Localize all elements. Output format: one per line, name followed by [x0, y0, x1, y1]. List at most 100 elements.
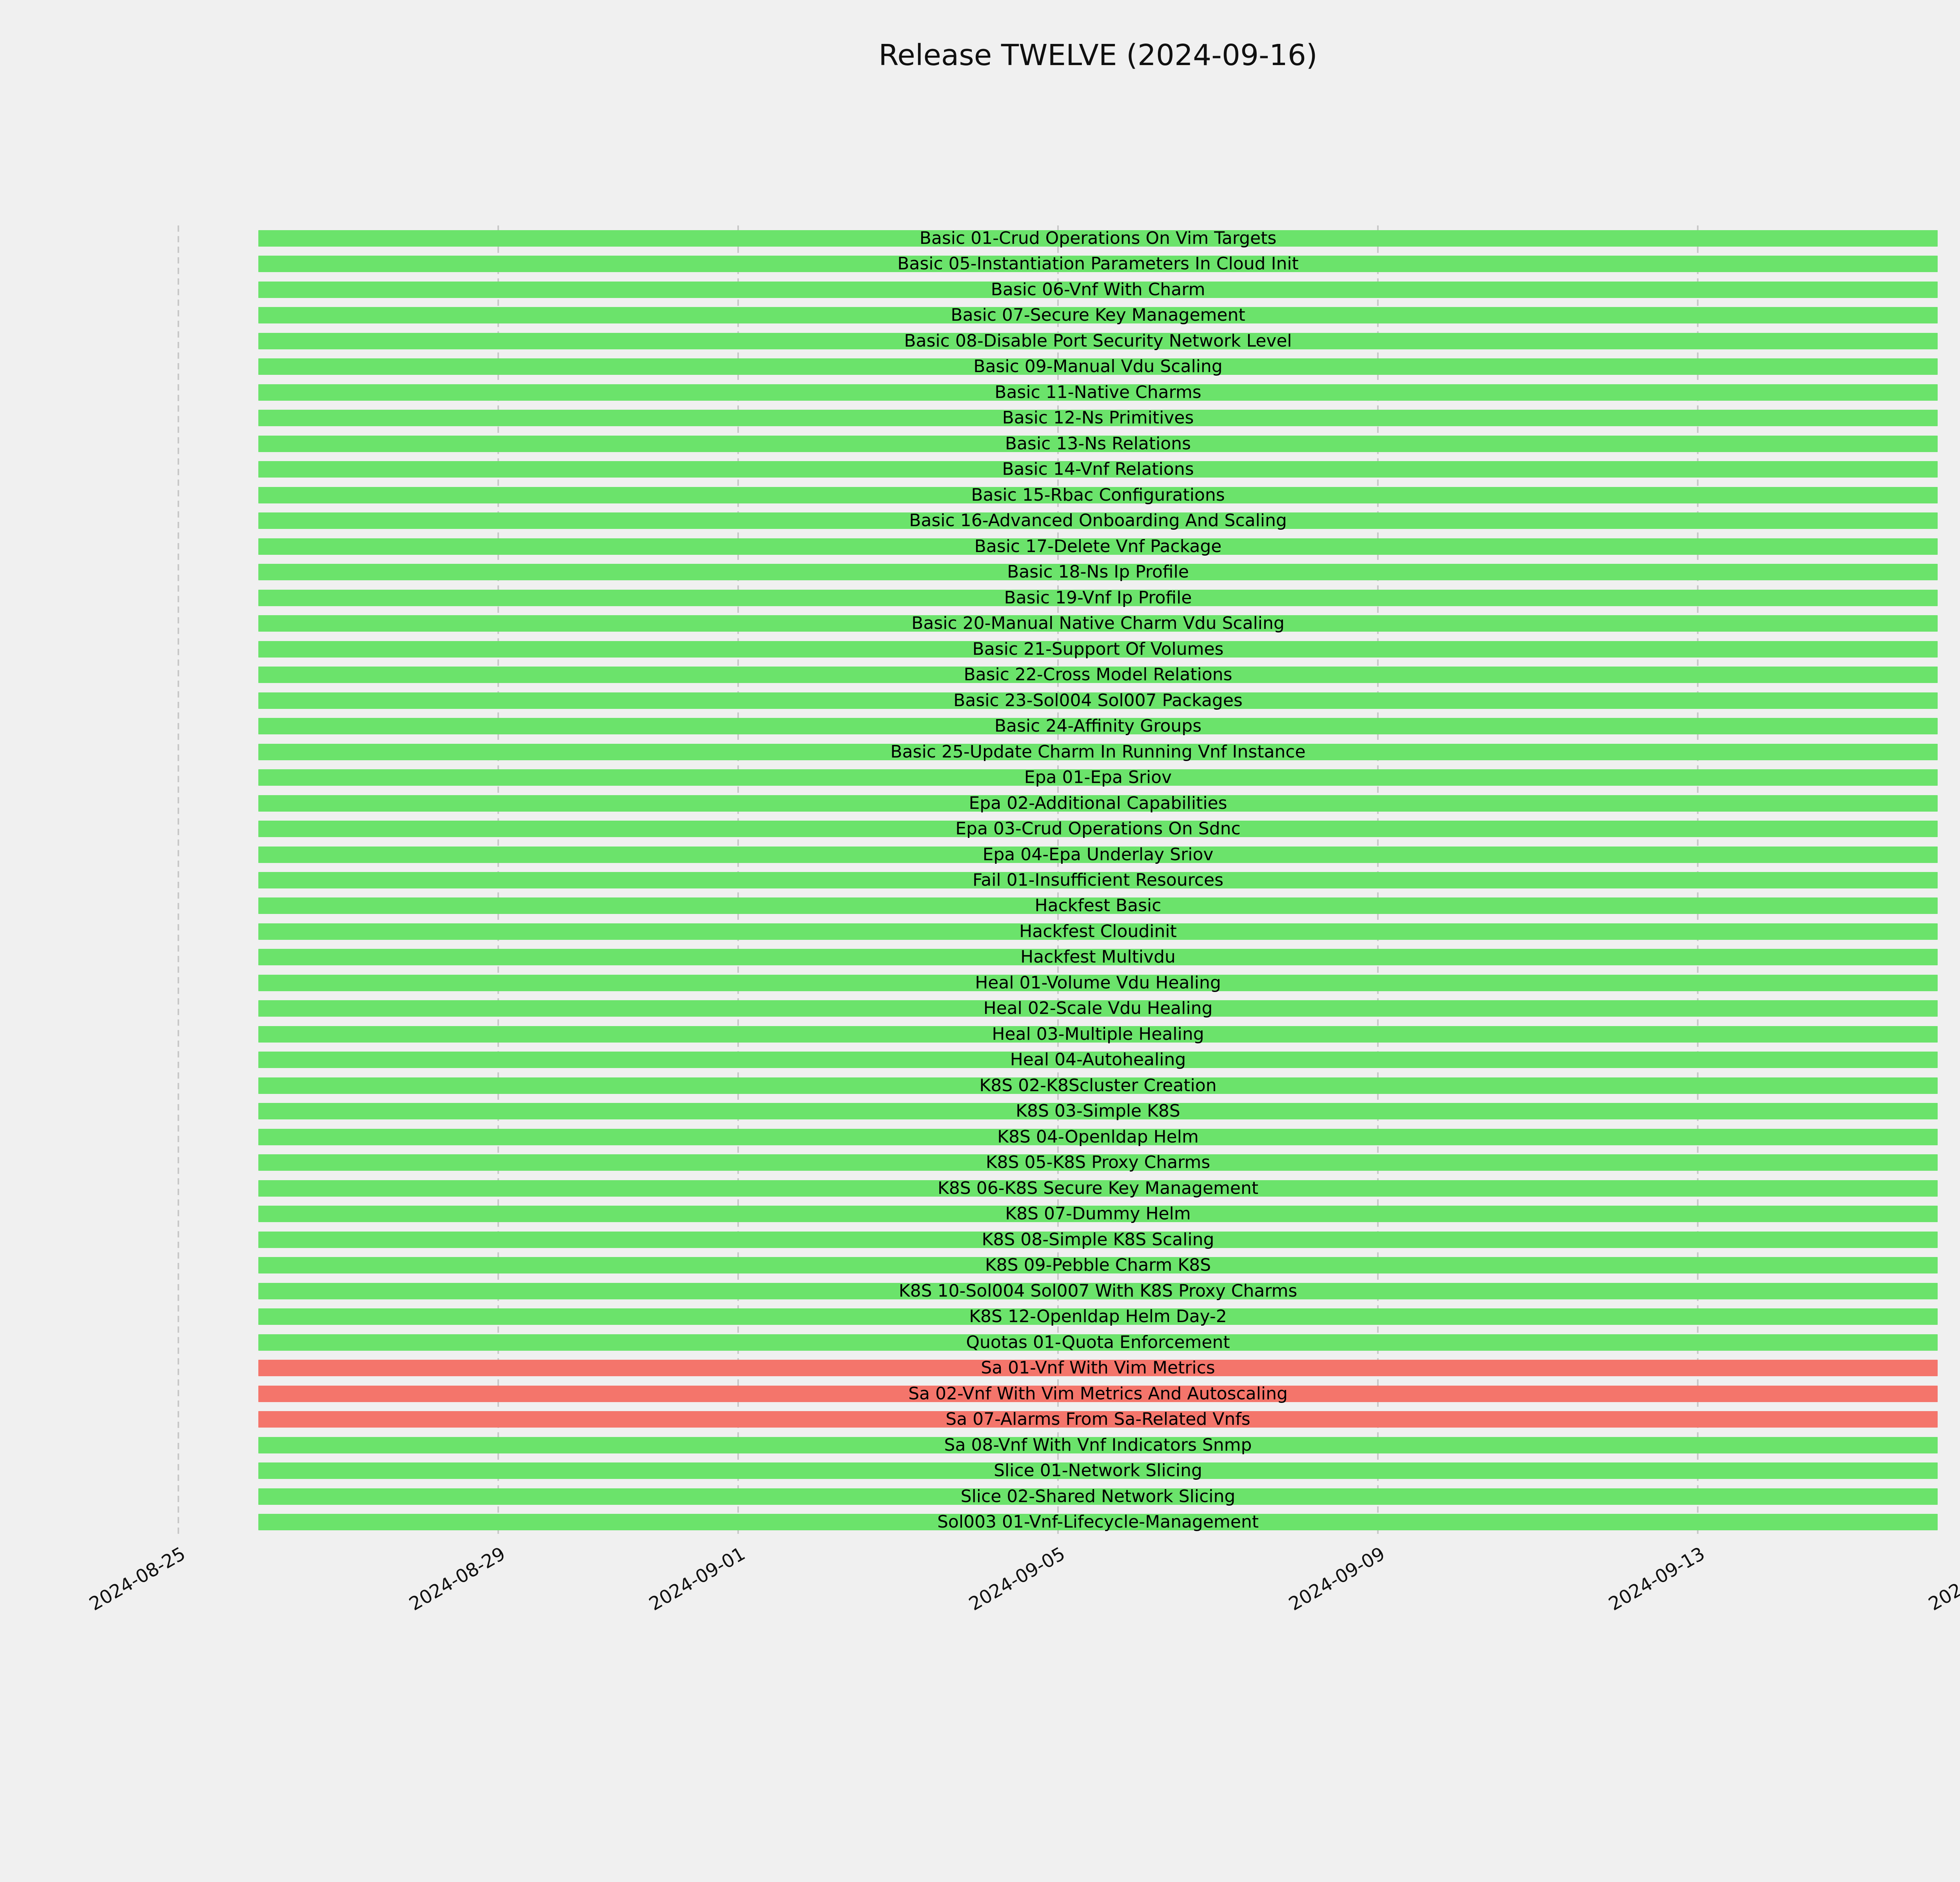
task-bar-pass: Sol003 01-Vnf-Lifecycle-Management	[258, 1512, 1938, 1532]
x-tick-label: 2024-09-01	[645, 1543, 749, 1615]
x-tick-label: 2024-09-05	[965, 1543, 1069, 1615]
task-bar-pass: Basic 25-Update Charm In Running Vnf Ins…	[258, 743, 1938, 760]
task-label: K8S 04-Openldap Helm	[997, 1126, 1199, 1147]
task-label: Basic 06-Vnf With Charm	[991, 279, 1205, 300]
task-label: Basic 17-Delete Vnf Package	[974, 536, 1222, 556]
task-bar-pass: Quotas 01-Quota Enforcement	[258, 1333, 1938, 1351]
task-label: Epa 02-Additional Capabilities	[969, 793, 1227, 813]
task-bar-pass: Basic 20-Manual Native Charm Vdu Scaling	[258, 615, 1938, 632]
task-label: Basic 24-Affinity Groups	[994, 716, 1202, 736]
task-bar-pass: Fail 01-Insufficient Resources	[258, 870, 1938, 890]
task-label: Basic 21-Support Of Volumes	[972, 639, 1224, 659]
task-bar-fail: Sa 01-Vnf With Vim Metrics	[258, 1358, 1938, 1378]
task-bar-pass: K8S 03-Simple K8S	[258, 1101, 1938, 1121]
task-bar-pass: K8S 07-Dummy Helm	[258, 1204, 1938, 1224]
task-label: Slice 01-Network Slicing	[994, 1461, 1202, 1481]
task-bar-pass: K8S 12-Openldap Helm Day-2	[258, 1308, 1938, 1325]
task-bar-pass: Basic 18-Ns Ip Profile	[258, 562, 1938, 582]
task-label: Heal 04-Autohealing	[1010, 1050, 1186, 1070]
task-label: Basic 18-Ns Ip Profile	[1007, 562, 1189, 582]
task-bar-pass: K8S 04-Openldap Helm	[258, 1126, 1938, 1147]
task-bar-pass: K8S 05-K8S Proxy Charms	[258, 1154, 1938, 1171]
task-label: Hackfest Cloudinit	[1019, 921, 1177, 941]
task-label: K8S 06-K8S Secure Key Management	[937, 1178, 1259, 1198]
task-bar-pass: Hackfest Basic	[258, 897, 1938, 914]
task-label: Basic 19-Vnf Ip Profile	[1004, 587, 1192, 608]
task-bar-pass: Epa 01-Epa Sriov	[258, 769, 1938, 786]
task-bar-pass: Basic 19-Vnf Ip Profile	[258, 587, 1938, 608]
x-tick-label: 2024-09-09	[1285, 1543, 1389, 1615]
task-label: Hackfest Multivdu	[1020, 947, 1176, 967]
task-label: Sa 02-Vnf With Vim Metrics And Autoscali…	[908, 1383, 1288, 1404]
task-label: Heal 01-Volume Vdu Healing	[975, 972, 1221, 993]
task-bar-pass: Basic 16-Advanced Onboarding And Scaling	[258, 512, 1938, 529]
task-label: Basic 01-Crud Operations On Vim Targets	[919, 228, 1277, 248]
task-label: K8S 09-Pebble Charm K8S	[985, 1255, 1211, 1275]
task-label: Sa 07-Alarms From Sa-Related Vnfs	[946, 1409, 1250, 1430]
task-label: Basic 12-Ns Primitives	[1002, 408, 1194, 428]
task-label: Hackfest Basic	[1034, 896, 1161, 916]
task-label: Epa 01-Epa Sriov	[1024, 767, 1172, 788]
task-bar-pass: Basic 11-Native Charms	[258, 382, 1938, 402]
task-bar-pass: Heal 02-Scale Vdu Healing	[258, 1000, 1938, 1017]
task-bar-pass: Epa 03-Crud Operations On Sdnc	[258, 820, 1938, 837]
task-bar-pass: K8S 09-Pebble Charm K8S	[258, 1255, 1938, 1275]
task-label: Sa 08-Vnf With Vnf Indicators Snmp	[944, 1435, 1252, 1455]
task-bar-pass: Epa 02-Additional Capabilities	[258, 793, 1938, 813]
task-label: Sa 01-Vnf With Vim Metrics	[981, 1358, 1215, 1378]
task-bar-fail: Sa 07-Alarms From Sa-Related Vnfs	[258, 1411, 1938, 1428]
task-label: Fail 01-Insufficient Resources	[972, 870, 1224, 890]
task-label: Slice 02-Shared Network Slicing	[960, 1486, 1236, 1506]
task-label: Basic 13-Ns Relations	[1005, 433, 1191, 454]
task-bar-pass: K8S 10-Sol004 Sol007 With K8S Proxy Char…	[258, 1282, 1938, 1299]
task-label: Basic 05-Instantiation Parameters In Clo…	[897, 254, 1299, 274]
x-tick-label: 2024-09-17	[1925, 1543, 1960, 1615]
task-label: Heal 02-Scale Vdu Healing	[983, 998, 1213, 1019]
task-bar-pass: K8S 08-Simple K8S Scaling	[258, 1229, 1938, 1250]
task-bar-pass: Slice 02-Shared Network Slicing	[258, 1488, 1938, 1505]
task-bar-pass: Heal 04-Autohealing	[258, 1050, 1938, 1070]
task-label: Basic 08-Disable Port Security Network L…	[904, 331, 1292, 351]
task-label: K8S 07-Dummy Helm	[1005, 1204, 1191, 1224]
task-label: Basic 11-Native Charms	[995, 382, 1201, 402]
x-tick-label: 2024-08-29	[405, 1543, 509, 1615]
task-bar-pass: Basic 07-Secure Key Management	[258, 305, 1938, 325]
task-bar-pass: Basic 14-Vnf Relations	[258, 461, 1938, 478]
task-bar-pass: Basic 01-Crud Operations On Vim Targets	[258, 228, 1938, 248]
task-label: Basic 16-Advanced Onboarding And Scaling	[909, 510, 1287, 531]
task-bar-pass: Heal 03-Multiple Healing	[258, 1024, 1938, 1044]
task-label: Heal 03-Multiple Healing	[992, 1024, 1204, 1044]
task-label: K8S 03-Simple K8S	[1016, 1101, 1180, 1121]
chart-title: Release TWELVE (2024-09-16)	[878, 38, 1318, 72]
task-bar-pass: Basic 09-Manual Vdu Scaling	[258, 358, 1938, 375]
task-bar-pass: Epa 04-Epa Underlay Sriov	[258, 844, 1938, 865]
task-label: K8S 05-K8S Proxy Charms	[985, 1152, 1210, 1173]
task-bar-pass: Sa 08-Vnf With Vnf Indicators Snmp	[258, 1435, 1938, 1455]
task-label: Basic 15-Rbac Configurations	[971, 485, 1225, 505]
task-label: Epa 04-Epa Underlay Sriov	[982, 844, 1214, 865]
task-label: Basic 09-Manual Vdu Scaling	[973, 356, 1223, 377]
x-tick-label: 2024-09-13	[1605, 1543, 1709, 1615]
task-label: Basic 22-Cross Model Relations	[964, 665, 1232, 685]
task-bar-pass: Basic 12-Ns Primitives	[258, 408, 1938, 428]
task-bar-pass: Basic 13-Ns Relations	[258, 433, 1938, 454]
task-bar-pass: Basic 05-Instantiation Parameters In Clo…	[258, 254, 1938, 274]
task-bar-pass: Basic 08-Disable Port Security Network L…	[258, 331, 1938, 351]
task-label: Basic 07-Secure Key Management	[951, 305, 1245, 325]
task-label: K8S 12-Openldap Helm Day-2	[969, 1306, 1227, 1327]
task-bar-pass: Basic 23-Sol004 Sol007 Packages	[258, 692, 1938, 709]
x-tick-label: 2024-08-25	[85, 1543, 189, 1615]
task-bar-pass: K8S 06-K8S Secure Key Management	[258, 1178, 1938, 1198]
task-bar-pass: K8S 02-K8Scluster Creation	[258, 1077, 1938, 1094]
task-label: K8S 08-Simple K8S Scaling	[982, 1229, 1214, 1250]
task-bar-pass: Basic 15-Rbac Configurations	[258, 485, 1938, 505]
gridline	[178, 225, 179, 1535]
task-bar-pass: Basic 24-Affinity Groups	[258, 716, 1938, 736]
task-label: Basic 23-Sol004 Sol007 Packages	[953, 690, 1243, 710]
task-bar-pass: Basic 21-Support Of Volumes	[258, 639, 1938, 659]
task-bar-pass: Basic 17-Delete Vnf Package	[258, 538, 1938, 555]
task-bar-pass: Basic 22-Cross Model Relations	[258, 665, 1938, 685]
task-label: Basic 14-Vnf Relations	[1002, 459, 1194, 480]
task-label: Sol003 01-Vnf-Lifecycle-Management	[937, 1512, 1259, 1532]
